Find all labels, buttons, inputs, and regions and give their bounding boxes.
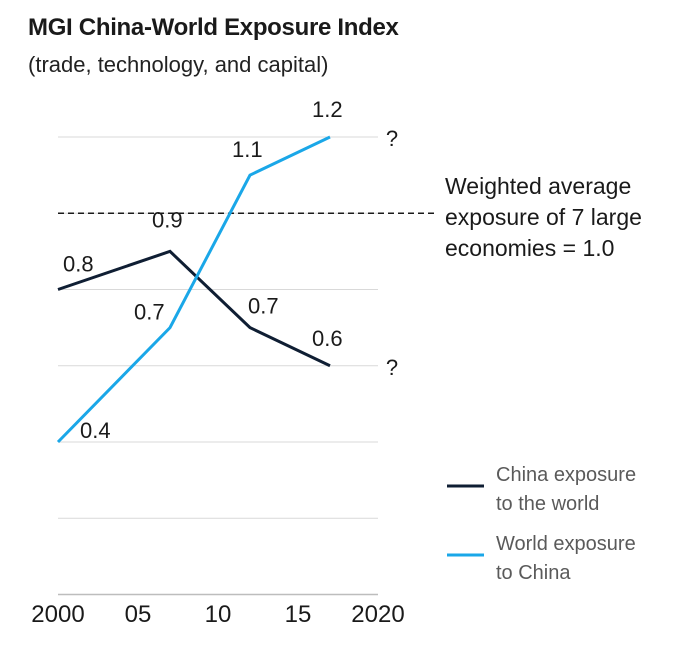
legend-label: China exposure [496,464,636,486]
series-line [57,249,331,368]
data-label: 0.6 [312,326,343,351]
series-end-marker: ? [386,355,398,380]
data-label: 0.7 [248,294,279,319]
series-end-marker: ? [386,126,398,151]
x-tick-label: 2000 [31,601,84,628]
series-line [56,135,331,444]
chart-subtitle: (trade, technology, and capital) [28,52,329,77]
reference-line-label: exposure of 7 large [445,204,642,230]
data-label: 1.2 [312,97,343,122]
reference-line-label: Weighted average [445,173,631,199]
x-tick-label: 10 [205,601,232,628]
x-tick-label: 05 [125,601,152,628]
data-label: 0.4 [80,418,111,443]
data-label: 0.7 [134,300,165,325]
chart-title: MGI China-World Exposure Index [28,14,399,41]
legend-label: to the world [496,493,599,515]
x-tick-label: 2020 [351,601,404,628]
x-tick-label: 15 [285,601,312,628]
data-label: 0.8 [63,252,94,277]
reference-line-label: economies = 1.0 [445,235,614,261]
data-label: 1.1 [232,137,263,162]
data-label: 0.9 [152,207,183,232]
legend-label: World exposure [496,533,636,555]
legend-label: to China [496,562,571,584]
